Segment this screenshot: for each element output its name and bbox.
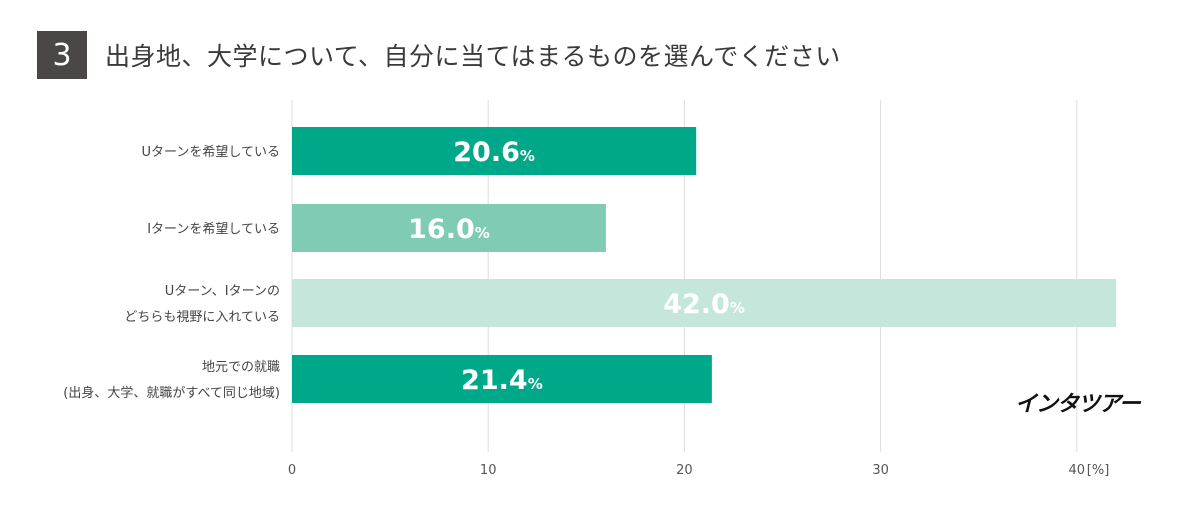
x-tick-label: 30 [872,463,889,478]
bar [292,127,697,175]
bar [292,355,712,403]
chart-title: 出身地、大学について、自分に当てはまるものを選んでください [105,42,841,71]
x-tick-label: 40 [1069,463,1086,478]
category-label: Uターンを希望している [142,144,280,160]
bar [292,279,1117,327]
bar [292,204,606,252]
category-label: Iターンを希望している [147,221,280,237]
category-label: (出身、大学、就職がすべて同じ地域) [63,385,280,401]
x-tick-label: 0 [288,463,296,478]
brand-logo: インタツアー [1015,392,1141,417]
category-label: Uターン、Iターンの [165,284,280,299]
category-label: どちらも視野に入れている [124,310,280,325]
question-number-badge: 3 [37,31,87,79]
category-label: 地元での就職 [202,360,280,375]
chart-header: 3 出身地、大学について、自分に当てはまるものを選んでください [37,31,841,79]
x-tick-label: 20 [676,463,693,478]
x-tick-label: 10 [480,463,497,478]
x-unit-label: [%] [1087,463,1110,478]
